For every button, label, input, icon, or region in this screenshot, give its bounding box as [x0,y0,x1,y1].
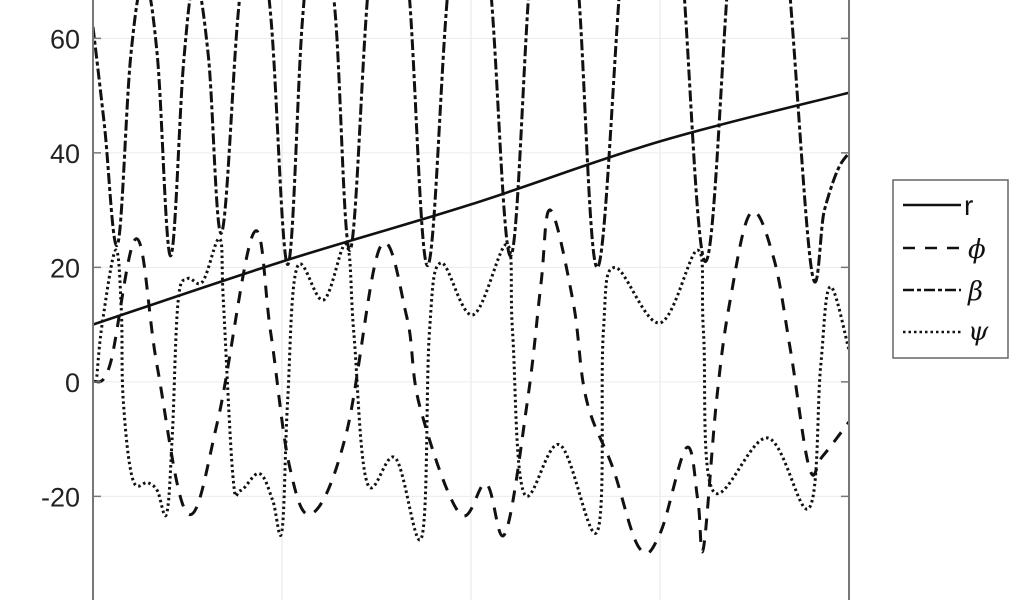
legend-label-phi: ϕ [968,235,986,265]
series-line-phi [93,208,849,555]
series-line-psi [95,237,849,542]
legend-label-r: r [964,190,973,221]
y-tick-labels: -40 -20 0 20 40 60 [41,24,80,600]
y-tick-label: -20 [41,482,80,512]
y-tick-label: 60 [50,24,80,54]
y-tick-label: 0 [65,368,80,398]
series-line-beta [93,0,849,284]
legend-label-beta: β [967,277,983,307]
y-tick-label: 40 [50,139,80,169]
y-tick-label: 20 [50,253,80,283]
axes [92,0,850,600]
series-group [93,0,849,555]
legend: r ϕ β ψ [892,179,1009,359]
y-tick-label: -40 [41,597,80,600]
legend-label-psi: ψ [968,317,989,347]
grid-lines [93,0,849,600]
legend-box [892,179,1009,359]
